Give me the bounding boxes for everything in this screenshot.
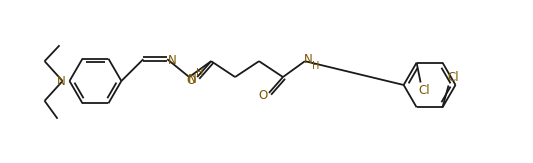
Text: O: O — [259, 89, 268, 102]
Text: Cl: Cl — [419, 84, 431, 97]
Text: O: O — [187, 74, 196, 87]
Text: N: N — [303, 53, 312, 66]
Text: N: N — [188, 73, 197, 86]
Text: N: N — [168, 54, 176, 67]
Text: H: H — [197, 68, 204, 78]
Text: H: H — [312, 61, 320, 71]
Text: Cl: Cl — [448, 71, 459, 84]
Text: N: N — [57, 74, 66, 88]
